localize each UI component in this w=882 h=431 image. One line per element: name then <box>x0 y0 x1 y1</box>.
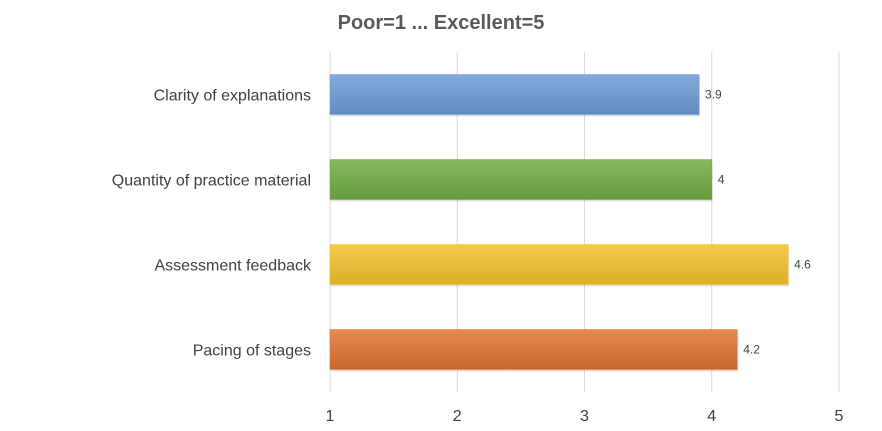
data-labels: 3.9 4 4.6 4.2 <box>705 88 811 357</box>
x-tick-labels: 1 2 3 4 5 <box>326 408 844 425</box>
category-label: Quantity of practice material <box>112 173 311 190</box>
data-label: 4.6 <box>794 258 811 272</box>
data-label: 3.9 <box>705 88 722 102</box>
bars <box>329 74 790 372</box>
bar <box>329 159 712 200</box>
x-tick-label: 3 <box>580 408 589 425</box>
bar <box>329 329 738 370</box>
x-tick-label: 5 <box>835 408 844 425</box>
category-labels: Clarity of explanations Quantity of pract… <box>112 88 312 360</box>
data-label: 4 <box>718 173 725 187</box>
x-tick-label: 2 <box>453 408 462 425</box>
category-label: Pacing of stages <box>193 343 311 360</box>
x-tick-label: 4 <box>707 408 716 425</box>
chart-title: Poor=1 ... Excellent=5 <box>338 12 545 34</box>
category-label: Assessment feedback <box>154 258 312 275</box>
data-label: 4.2 <box>743 343 760 357</box>
x-tick-label: 1 <box>326 408 335 425</box>
bar <box>329 74 700 115</box>
bar <box>329 244 789 285</box>
category-label: Clarity of explanations <box>154 88 311 105</box>
